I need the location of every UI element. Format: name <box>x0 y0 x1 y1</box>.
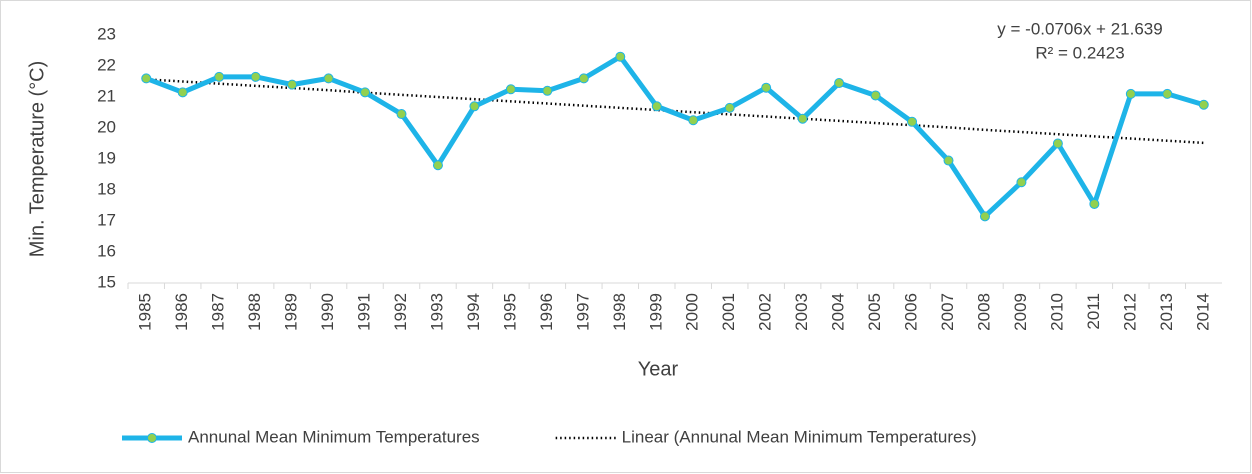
marker <box>505 84 516 95</box>
marker <box>834 78 845 89</box>
x-tick-label: 1987 <box>209 293 228 331</box>
y-tick-label: 17 <box>97 210 116 229</box>
y-tick-label: 16 <box>97 241 116 260</box>
marker <box>360 87 371 98</box>
x-tick-label: 2011 <box>1084 293 1103 330</box>
marker <box>615 51 626 62</box>
x-tick-label: 1992 <box>391 293 410 331</box>
marker <box>651 101 662 112</box>
trendline-equation: y = -0.0706x + 21.639 <box>997 19 1162 38</box>
marker <box>870 90 881 101</box>
x-tick-label: 1998 <box>610 293 629 331</box>
x-tick-label: 1990 <box>318 293 337 331</box>
marker <box>761 82 772 93</box>
marker <box>141 73 152 84</box>
marker <box>907 116 918 127</box>
marker <box>578 73 589 84</box>
x-tick-label: 1989 <box>282 293 301 331</box>
x-tick-label: 1997 <box>573 293 592 331</box>
x-tick-label: 2006 <box>902 293 921 331</box>
marker <box>1052 138 1063 149</box>
x-tick-label: 1994 <box>464 293 483 331</box>
marker <box>250 71 261 82</box>
y-tick-label: 22 <box>97 55 116 74</box>
x-tick-label: 2008 <box>974 293 993 331</box>
marker <box>469 101 480 112</box>
x-tick-label: 2003 <box>792 293 811 331</box>
x-tick-label: 2014 <box>1193 293 1212 331</box>
marker <box>287 79 298 90</box>
marker <box>1089 198 1100 209</box>
y-tick-label: 15 <box>97 272 116 291</box>
y-tick-label: 23 <box>97 24 116 43</box>
x-tick-label: 2000 <box>683 293 702 331</box>
marker <box>979 211 990 222</box>
marker <box>432 160 443 171</box>
x-tick-label: 1993 <box>427 293 446 331</box>
y-tick-label: 18 <box>97 179 116 198</box>
legend-label: Linear (Annunal Mean Minimum Temperature… <box>622 427 977 446</box>
y-tick-label: 20 <box>97 117 116 136</box>
marker <box>1198 99 1209 110</box>
trendline-r2: R² = 0.2423 <box>1035 43 1124 62</box>
series-line <box>145 54 1205 219</box>
x-tick-label: 1995 <box>500 293 519 331</box>
x-axis-title: Year <box>638 358 679 380</box>
x-tick-label: 2002 <box>756 293 775 331</box>
x-tick-label: 1999 <box>646 293 665 331</box>
x-tick-label: 2001 <box>719 293 738 331</box>
x-tick-label: 1988 <box>245 293 264 331</box>
legend-marker <box>147 433 157 443</box>
x-tick-label: 2007 <box>938 293 957 331</box>
x-tick-label: 2009 <box>1011 293 1030 331</box>
marker <box>943 155 954 166</box>
y-tick-label: 19 <box>97 148 116 167</box>
marker <box>724 102 735 113</box>
marker <box>542 85 553 96</box>
marker <box>1016 177 1027 188</box>
legend-label: Annunal Mean Minimum Temperatures <box>188 427 480 446</box>
marker <box>323 73 334 84</box>
x-tick-label: 2004 <box>829 293 848 331</box>
marker <box>1162 88 1173 99</box>
y-axis-title: Min. Temperature (°C) <box>26 61 48 258</box>
marker <box>177 87 188 98</box>
marker <box>688 115 699 126</box>
x-tick-label: 1991 <box>355 293 374 331</box>
x-tick-label: 1985 <box>136 293 155 331</box>
marker <box>1125 88 1136 99</box>
marker <box>214 71 225 82</box>
marker <box>396 109 407 120</box>
x-tick-label: 2013 <box>1157 293 1176 331</box>
x-tick-label: 2012 <box>1120 293 1139 331</box>
x-tick-label: 2010 <box>1047 293 1066 331</box>
y-tick-label: 21 <box>97 86 116 105</box>
x-tick-label: 1986 <box>172 293 191 331</box>
x-tick-label: 1996 <box>537 293 556 331</box>
marker <box>797 113 808 124</box>
trend-line <box>146 78 1204 145</box>
x-tick-label: 2005 <box>865 293 884 331</box>
